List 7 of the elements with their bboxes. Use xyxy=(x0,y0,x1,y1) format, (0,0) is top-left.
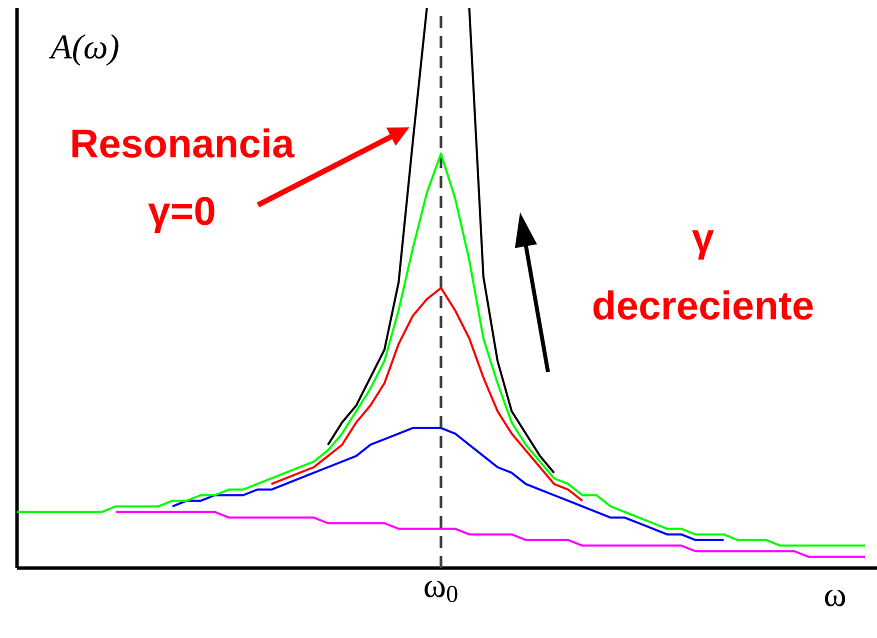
y-axis-title: A(ω) xyxy=(48,34,118,66)
annotation: Resonancia xyxy=(72,128,295,158)
text: ω$_{0}$ xyxy=(424,580,458,602)
annotation: decreciente xyxy=(593,290,813,320)
x-axis-title: ω xyxy=(824,590,846,606)
annotation: γ xyxy=(692,230,714,260)
annotation: γ=0 xyxy=(148,196,214,234)
